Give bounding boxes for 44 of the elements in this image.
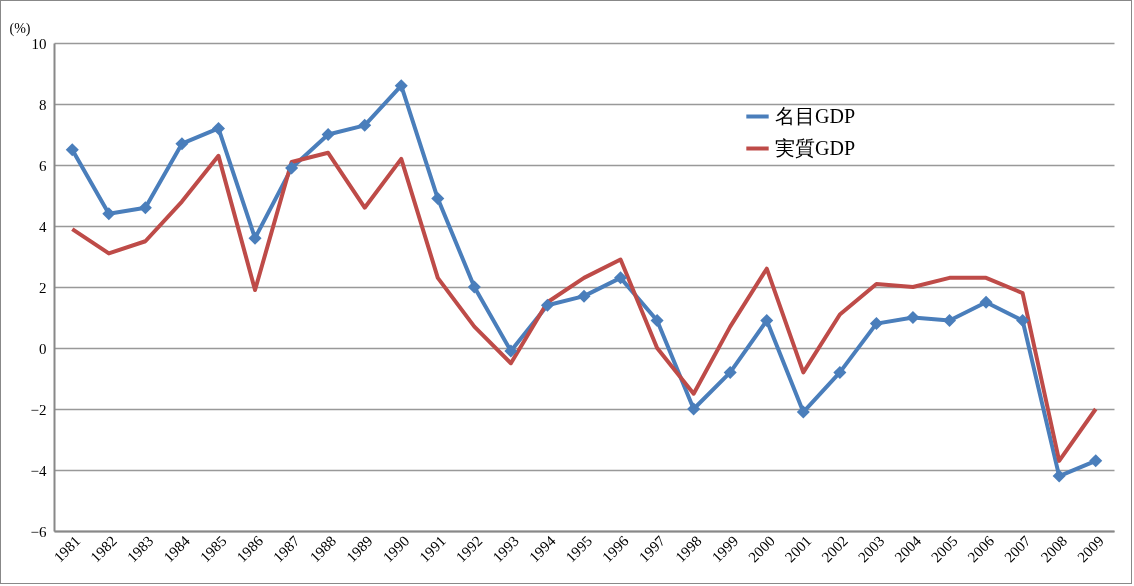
point — [796, 405, 810, 419]
point — [285, 161, 299, 175]
point — [175, 137, 189, 151]
point — [760, 314, 774, 328]
point — [1052, 469, 1066, 483]
point — [138, 201, 152, 215]
point — [577, 289, 591, 303]
y-tick-label: −4 — [30, 462, 47, 479]
point — [248, 231, 262, 245]
x-tick-label: 1981 — [50, 532, 84, 566]
point — [723, 365, 737, 379]
point — [906, 310, 920, 325]
point — [504, 344, 518, 358]
point — [65, 143, 79, 157]
y-tick-label: 6 — [39, 157, 47, 174]
y-tick-label: 4 — [39, 218, 47, 235]
y-tick-label: 8 — [39, 96, 47, 113]
point — [540, 298, 554, 312]
point — [687, 402, 701, 416]
point — [394, 79, 408, 93]
point — [431, 192, 445, 206]
point — [614, 271, 628, 285]
y-tick-label: 0 — [39, 340, 47, 357]
point — [211, 121, 225, 135]
point — [869, 317, 883, 331]
point — [321, 127, 335, 142]
legend-label: 名目GDP — [775, 104, 856, 127]
point — [979, 295, 993, 309]
point — [943, 314, 957, 328]
y-tick-label: −2 — [30, 401, 47, 418]
point — [1016, 314, 1030, 328]
point — [1089, 454, 1103, 468]
point — [358, 118, 372, 132]
x-tick-label: 1991 — [416, 532, 449, 566]
point — [833, 365, 847, 379]
x-tick-label: 1993 — [489, 532, 522, 566]
y-tick-label: 2 — [39, 279, 47, 296]
y-tick-label: 10 — [31, 35, 47, 52]
y-tick-label: −6 — [30, 523, 47, 540]
y-axis-title: (%) — [9, 20, 31, 37]
legend-label: 実質GDP — [775, 136, 856, 159]
point — [467, 280, 481, 294]
point — [102, 207, 116, 221]
point — [650, 314, 664, 328]
